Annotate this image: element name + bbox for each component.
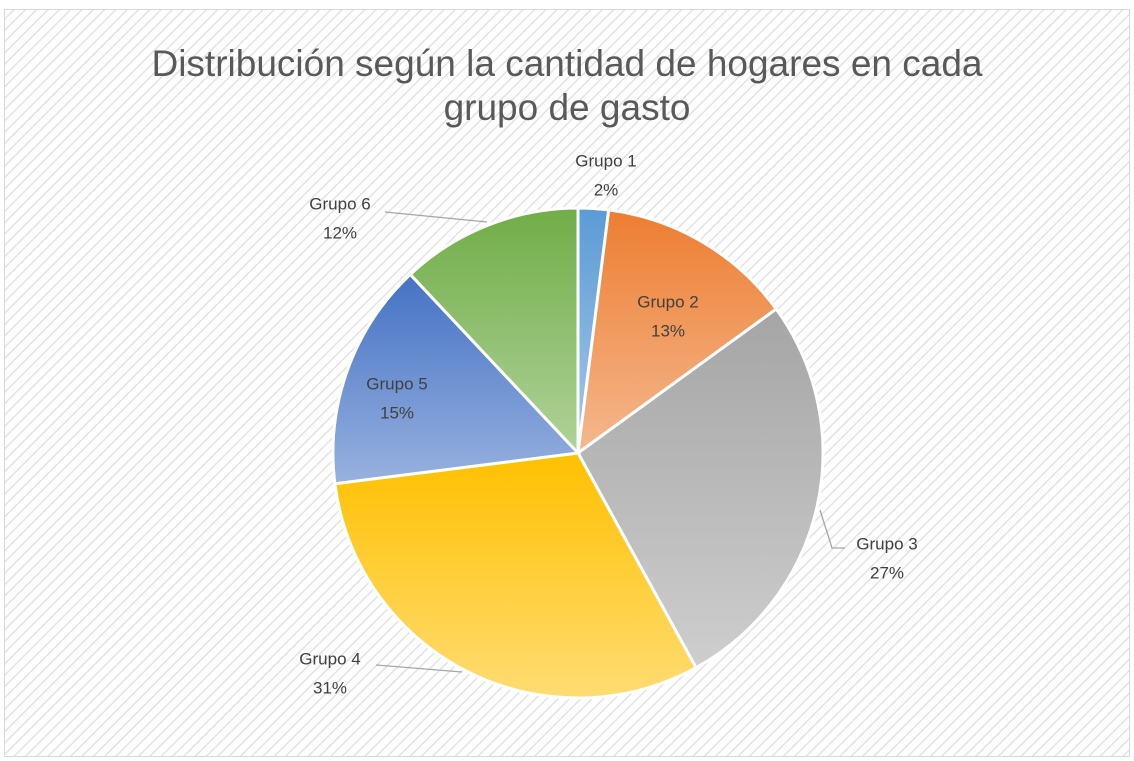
slice-value-label: 13% [651, 321, 685, 340]
pie-slice [333, 451, 699, 700]
leader-line [375, 664, 463, 673]
slice-value-label: 2% [594, 180, 619, 199]
pie-slice [576, 208, 779, 457]
pie-slice [576, 306, 825, 670]
leader-line [384, 211, 488, 223]
leader-line [819, 509, 845, 549]
slice-value-label: 15% [380, 403, 414, 422]
pie-slice [408, 206, 580, 457]
slice-value-label: 27% [870, 563, 904, 582]
slice-label: Grupo 1 [575, 151, 636, 170]
slice-label: Grupo 4 [299, 649, 360, 668]
slice-label: Grupo 6 [309, 194, 370, 213]
pie-slice [331, 272, 582, 486]
slice-label: Grupo 5 [366, 374, 427, 393]
slice-value-label: 31% [313, 678, 347, 697]
slice-value-label: 12% [323, 223, 357, 242]
slice-label: Grupo 2 [637, 292, 698, 311]
chart-title: Distribución según la cantidad de hogare… [151, 43, 983, 128]
slice-label: Grupo 3 [856, 534, 917, 553]
